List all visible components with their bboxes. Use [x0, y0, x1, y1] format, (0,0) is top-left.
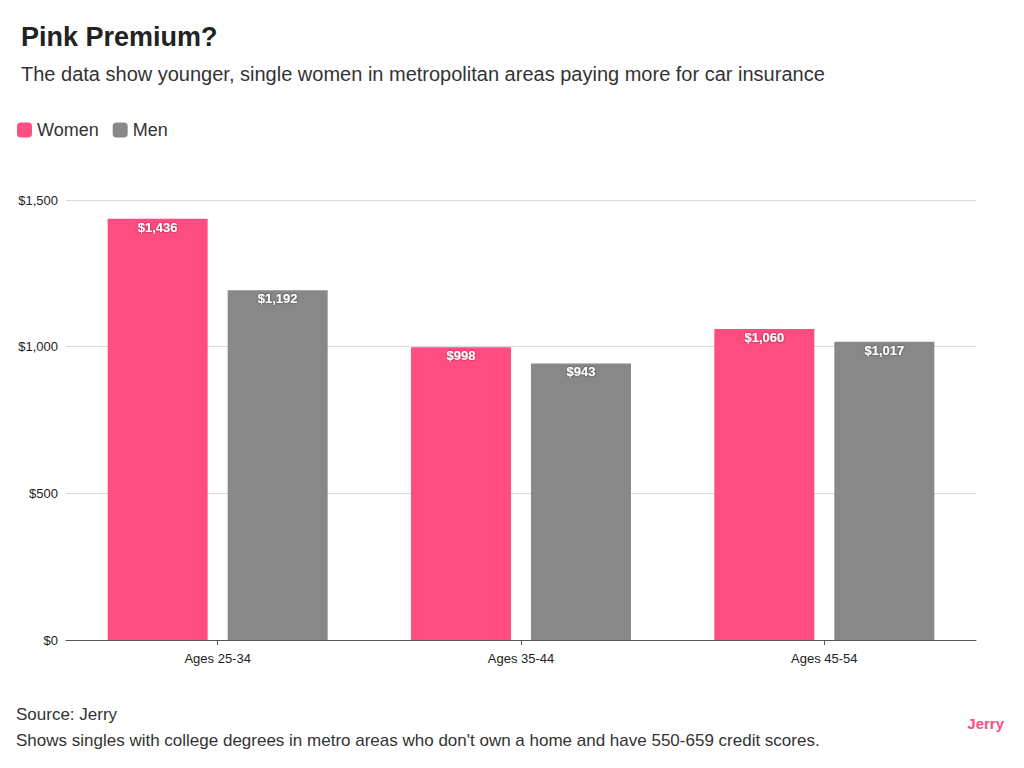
svg-text:Ages 35-44: Ages 35-44: [488, 651, 555, 666]
svg-text:$1,192: $1,192: [258, 291, 298, 306]
svg-text:$1,500: $1,500: [18, 193, 58, 208]
svg-text:$1,000: $1,000: [18, 339, 58, 354]
svg-text:$500: $500: [29, 486, 58, 501]
svg-text:$0: $0: [44, 633, 58, 648]
svg-text:Women: Women: [37, 120, 99, 140]
svg-text:Ages 25-34: Ages 25-34: [184, 651, 251, 666]
svg-text:$1,060: $1,060: [744, 330, 784, 345]
svg-text:$1,436: $1,436: [138, 220, 178, 235]
svg-text:The data show younger, single: The data show younger, single women in m…: [21, 63, 825, 85]
svg-text:Source: Jerry: Source: Jerry: [16, 705, 118, 724]
svg-text:$998: $998: [447, 348, 476, 363]
svg-text:Jerry: Jerry: [967, 715, 1004, 732]
svg-text:Ages 45-54: Ages 45-54: [791, 651, 858, 666]
svg-text:Shows singles with college deg: Shows singles with college degrees in me…: [16, 731, 820, 750]
svg-text:$1,017: $1,017: [864, 343, 904, 358]
svg-text:$943: $943: [567, 364, 596, 379]
svg-text:Pink Premium?: Pink Premium?: [21, 22, 218, 52]
svg-text:Men: Men: [133, 120, 168, 140]
